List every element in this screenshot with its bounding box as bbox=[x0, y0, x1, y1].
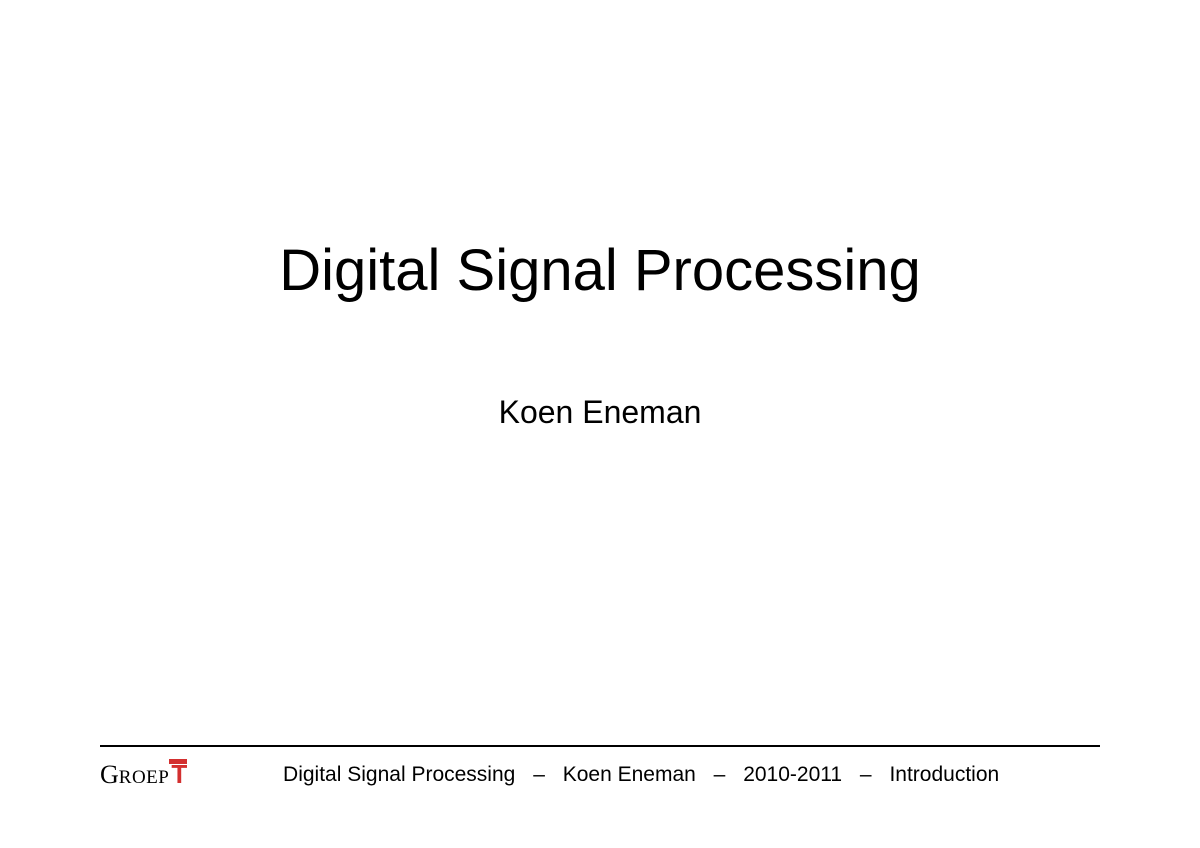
logo-t-bar-icon bbox=[169, 759, 187, 764]
footer-author: Koen Eneman bbox=[563, 763, 696, 786]
logo-letter-g: G bbox=[100, 760, 119, 790]
footer-content: GROEPT Digital Signal Processing – Koen … bbox=[100, 759, 1100, 790]
footer-separator-2: – bbox=[714, 763, 726, 786]
footer-text: Digital Signal Processing – Koen Eneman … bbox=[222, 763, 1100, 787]
footer-separator-3: – bbox=[860, 763, 872, 786]
footer-section: Introduction bbox=[889, 763, 999, 786]
logo-letter-t: T bbox=[171, 759, 187, 790]
content-area: Digital Signal Processing Koen Eneman bbox=[0, 0, 1200, 848]
footer-year: 2010-2011 bbox=[743, 763, 842, 786]
logo-letters-roep: ROEP bbox=[119, 767, 170, 789]
footer: GROEPT Digital Signal Processing – Koen … bbox=[0, 745, 1200, 790]
slide-title: Digital Signal Processing bbox=[279, 237, 921, 304]
footer-course: Digital Signal Processing bbox=[283, 763, 515, 786]
slide-author: Koen Eneman bbox=[499, 394, 702, 431]
slide-container: Digital Signal Processing Koen Eneman GR… bbox=[0, 0, 1200, 848]
footer-divider bbox=[100, 745, 1100, 747]
groep-t-logo: GROEPT bbox=[100, 759, 187, 790]
footer-separator-1: – bbox=[533, 763, 545, 786]
